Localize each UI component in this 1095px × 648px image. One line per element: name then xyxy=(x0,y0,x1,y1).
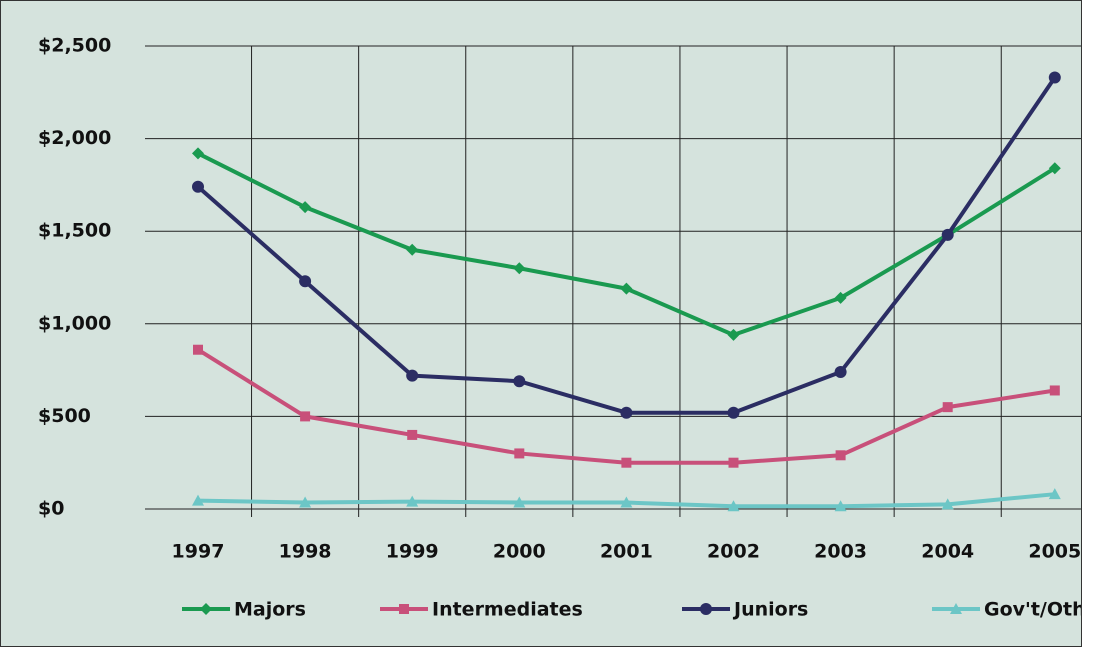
legend-label: Juniors xyxy=(732,599,808,621)
plot: $0 $500 $1,000 $1,500 $2,000 $2,500 1997 1998 19… xyxy=(38,35,1095,621)
marker xyxy=(941,498,954,510)
legend-label: Majors xyxy=(234,599,306,621)
legend-label: Intermediates xyxy=(432,599,583,621)
x-tick-label: 2003 xyxy=(814,541,867,563)
marker xyxy=(834,365,847,378)
marker xyxy=(299,201,312,214)
marker xyxy=(620,406,633,419)
marker xyxy=(406,369,419,382)
marker xyxy=(513,375,526,388)
marker xyxy=(1048,71,1061,84)
marker xyxy=(513,496,526,508)
x-tick-label: 1998 xyxy=(279,541,332,563)
x-tick-label: 2001 xyxy=(600,541,653,563)
marker xyxy=(621,457,632,468)
marker xyxy=(299,275,312,288)
x-tick-label: 1997 xyxy=(172,541,225,563)
marker xyxy=(727,328,740,341)
marker xyxy=(300,411,311,422)
legend-label: Gov't/Other xyxy=(984,599,1095,621)
marker xyxy=(192,147,204,160)
marker xyxy=(700,603,712,615)
marker xyxy=(834,291,847,304)
marker xyxy=(620,496,633,508)
marker xyxy=(620,282,633,295)
marker xyxy=(727,500,740,512)
marker xyxy=(192,180,204,193)
marker xyxy=(200,603,212,615)
marker xyxy=(193,344,203,355)
y-tick-label: $2,500 xyxy=(38,35,111,57)
x-tick-label: 2004 xyxy=(921,541,974,563)
marker xyxy=(834,500,847,512)
marker xyxy=(950,603,962,614)
marker xyxy=(941,228,954,241)
y-tick-label: $0 xyxy=(38,498,64,520)
y-tick-label: $1,500 xyxy=(38,220,111,242)
marker xyxy=(192,494,204,506)
marker xyxy=(514,448,525,459)
marker xyxy=(1048,488,1061,500)
marker xyxy=(1048,162,1061,175)
y-tick-label: $500 xyxy=(38,405,91,427)
marker xyxy=(406,243,419,256)
x-tick-label: 2002 xyxy=(707,541,760,563)
marker xyxy=(513,262,526,275)
marker xyxy=(406,495,419,507)
y-tick-label: $1,000 xyxy=(38,312,111,334)
marker xyxy=(835,450,846,461)
marker xyxy=(299,496,312,508)
marker xyxy=(1049,385,1060,396)
marker xyxy=(407,429,418,440)
y-tick-label: $2,000 xyxy=(38,127,111,149)
marker xyxy=(728,457,739,468)
x-tick-label: 2005 xyxy=(1028,541,1081,563)
marker xyxy=(399,604,409,614)
x-tick-label: 1999 xyxy=(386,541,439,563)
marker xyxy=(942,402,953,413)
marker xyxy=(727,406,740,419)
x-tick-label: 2000 xyxy=(493,541,546,563)
